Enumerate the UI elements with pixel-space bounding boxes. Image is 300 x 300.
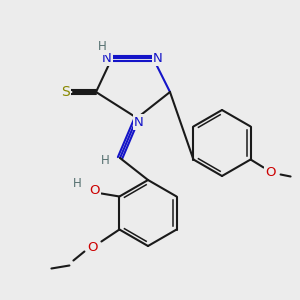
Text: N: N [102, 52, 112, 64]
Text: H: H [98, 40, 106, 53]
Text: S: S [61, 85, 69, 99]
Text: O: O [265, 166, 276, 179]
Text: O: O [89, 184, 100, 197]
Text: N: N [153, 52, 163, 64]
Text: H: H [100, 154, 109, 167]
Text: H: H [73, 177, 82, 190]
Text: O: O [87, 241, 98, 254]
Text: N: N [134, 116, 144, 128]
